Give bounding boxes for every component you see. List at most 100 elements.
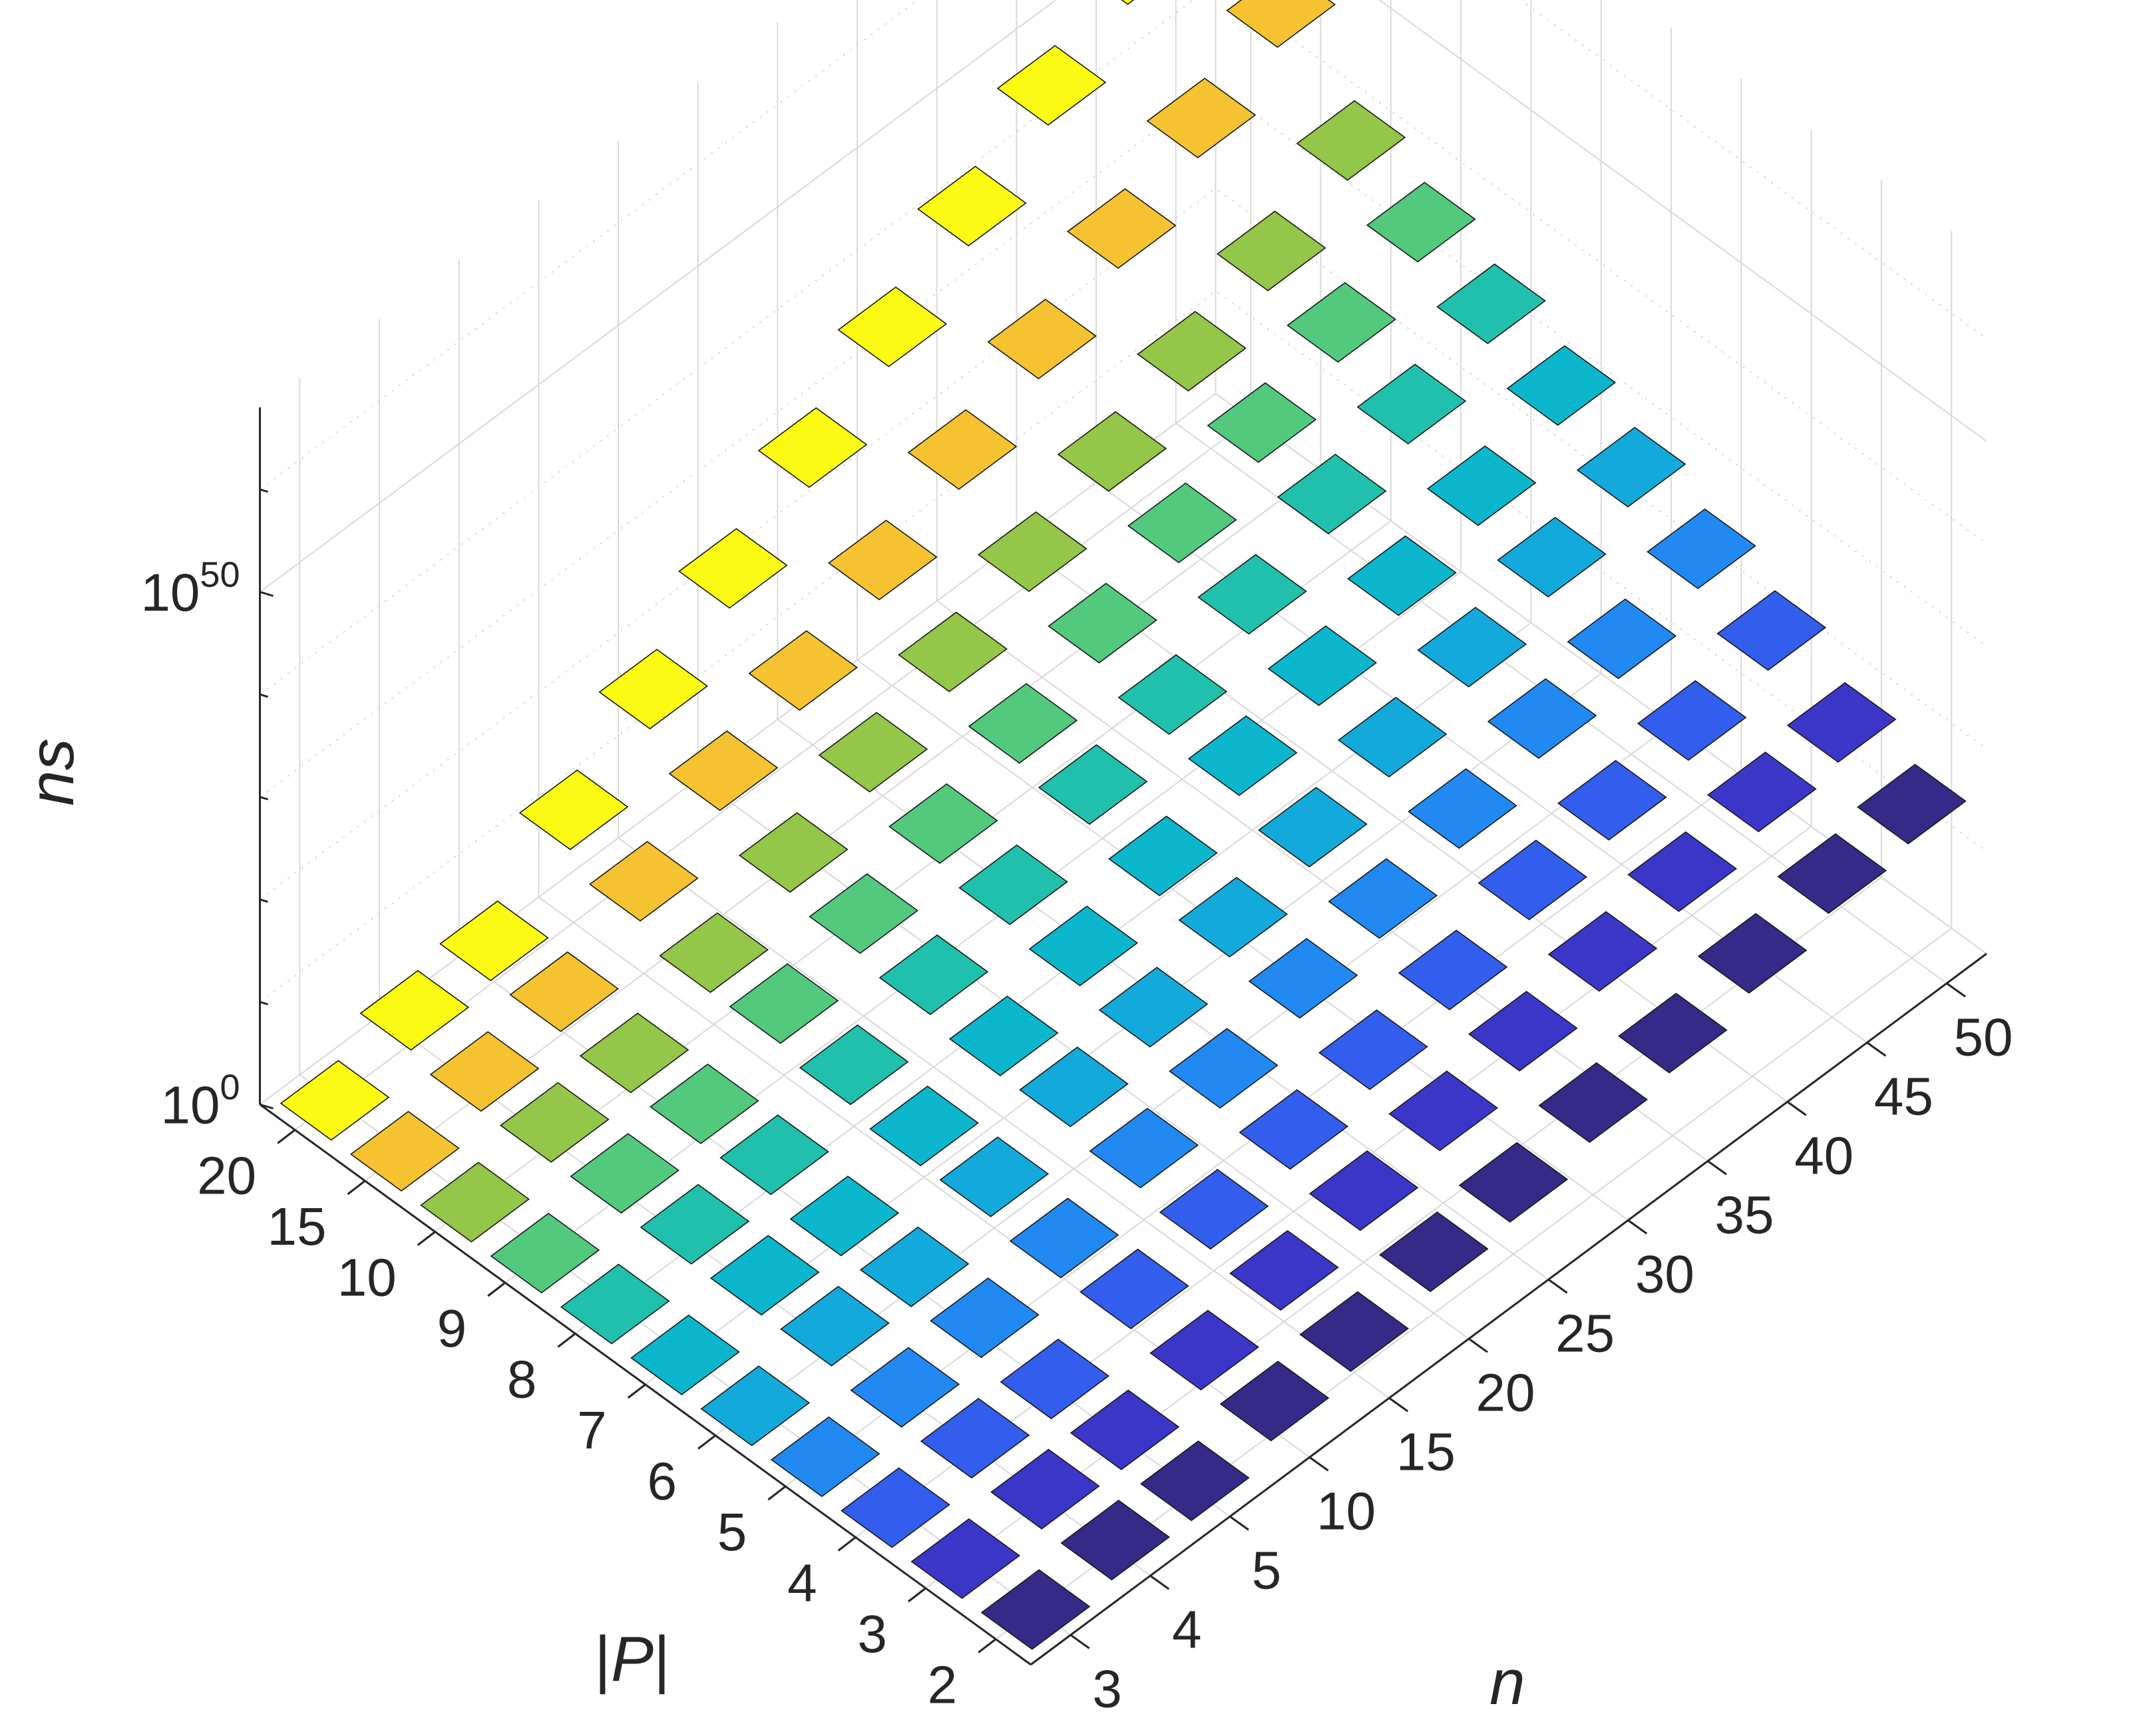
bar-top-n45-p8 bbox=[1356, 363, 1467, 445]
x-tick bbox=[1070, 1634, 1090, 1649]
bar-top-n5-p6 bbox=[859, 1226, 970, 1307]
x-tick bbox=[1468, 1338, 1488, 1353]
bar-top-n10-p2 bbox=[1219, 1361, 1330, 1442]
bar-top-n25-p5 bbox=[1248, 938, 1358, 1019]
bar-top-n30-p8 bbox=[1117, 654, 1228, 735]
bar-top-n3-p6 bbox=[700, 1365, 811, 1446]
bar-top-n4-p10 bbox=[499, 1082, 610, 1163]
z-tick bbox=[260, 488, 268, 493]
bar-top-n25-p10 bbox=[898, 611, 1008, 692]
bar-top-n10-p3 bbox=[1149, 1309, 1260, 1391]
x-tick bbox=[1149, 1575, 1170, 1590]
bar-top-n15-p15 bbox=[668, 730, 779, 811]
bar-top-n25-p15 bbox=[827, 519, 938, 600]
z-tick bbox=[260, 795, 268, 801]
bar-top-n4-p2 bbox=[1060, 1500, 1171, 1581]
y-tick bbox=[417, 1231, 436, 1246]
bar-top-n50-p2 bbox=[1857, 763, 1967, 845]
y-tick-label: 10 bbox=[337, 1248, 397, 1307]
x-tick bbox=[1946, 982, 1966, 998]
bar-top-n50-p4 bbox=[1716, 590, 1827, 671]
bar-top-n10-p15 bbox=[588, 841, 699, 922]
bar-top-n35-p2 bbox=[1618, 992, 1728, 1074]
bar-top-n3-p2 bbox=[980, 1569, 1091, 1650]
bar-top-n40-p20 bbox=[996, 45, 1107, 126]
x-tick-label: 4 bbox=[1172, 1600, 1202, 1659]
y-tick-label: 9 bbox=[437, 1299, 467, 1358]
bar-top-n50-p9 bbox=[1366, 182, 1476, 263]
y-tick-label: 8 bbox=[507, 1350, 537, 1409]
bar-top-n4-p7 bbox=[709, 1235, 820, 1316]
bar-top-n35-p6 bbox=[1337, 696, 1448, 777]
bar-top-n30-p9 bbox=[1048, 582, 1157, 664]
bar-top-n45-p9 bbox=[1286, 282, 1396, 363]
bar-top-n10-p5 bbox=[1009, 1197, 1119, 1279]
bar-top-n45-p3 bbox=[1707, 752, 1817, 833]
y-tick-label: 4 bbox=[787, 1554, 817, 1613]
y-tick bbox=[627, 1383, 646, 1399]
bar-top-n4-p20 bbox=[359, 970, 470, 1051]
y-tick-label: 2 bbox=[928, 1655, 958, 1715]
bar-top-n15-p8 bbox=[879, 934, 989, 1015]
x-tick-label: 5 bbox=[1252, 1540, 1282, 1600]
x-tick bbox=[1229, 1516, 1249, 1531]
bar-top-n5-p5 bbox=[930, 1277, 1040, 1359]
bar-top-n30-p6 bbox=[1258, 787, 1368, 868]
tiles-layer bbox=[280, 0, 1967, 1650]
z-tick bbox=[260, 898, 268, 903]
bar-top-n10-p10 bbox=[659, 912, 769, 993]
bar-top-n15-p2 bbox=[1299, 1291, 1410, 1372]
bar-top-n15-p10 bbox=[738, 812, 849, 893]
bar-top-n20-p3 bbox=[1308, 1150, 1419, 1231]
bar-top-n20-p7 bbox=[1028, 905, 1139, 986]
x-axis-line bbox=[1030, 953, 1987, 1665]
bar-top-n15-p7 bbox=[948, 995, 1059, 1076]
z-tick bbox=[260, 693, 268, 698]
bar-top-n20-p8 bbox=[958, 844, 1068, 925]
x-tick-label: 3 bbox=[1092, 1659, 1122, 1718]
bar-top-n10-p7 bbox=[869, 1085, 979, 1167]
bar-top-n25-p7 bbox=[1108, 815, 1218, 897]
x-tick-label: 25 bbox=[1555, 1303, 1615, 1363]
y-tick bbox=[347, 1180, 366, 1195]
bar-top-n45-p5 bbox=[1567, 598, 1677, 680]
bar-top-n30-p5 bbox=[1328, 858, 1438, 939]
y-tick bbox=[697, 1434, 716, 1450]
bar-top-n45-p2 bbox=[1777, 833, 1887, 914]
y-tick-label: 3 bbox=[857, 1604, 887, 1663]
x-tick bbox=[1308, 1456, 1329, 1472]
bar-top-n20-p6 bbox=[1098, 967, 1209, 1048]
bar-top-n3-p5 bbox=[770, 1416, 880, 1498]
bar-top-n5-p7 bbox=[789, 1176, 900, 1257]
x-tick bbox=[1547, 1279, 1568, 1294]
x-tick-label: 40 bbox=[1794, 1126, 1854, 1185]
x-axis-label: n bbox=[1489, 1647, 1525, 1718]
bar-top-n3-p7 bbox=[630, 1314, 740, 1396]
bar-top-n25-p4 bbox=[1318, 1009, 1428, 1090]
x-tick-label: 20 bbox=[1476, 1363, 1535, 1422]
bar-top-n35-p8 bbox=[1197, 554, 1307, 635]
bar-top-n25-p20 bbox=[757, 407, 868, 488]
x-tick-label: 50 bbox=[1954, 1007, 2013, 1066]
bar-top-n4-p8 bbox=[640, 1184, 750, 1265]
bar-top-n15-p4 bbox=[1159, 1169, 1269, 1250]
bar-top-n3-p20 bbox=[280, 1060, 390, 1141]
z-grid-line bbox=[259, 0, 1987, 491]
bar-top-n45-p15 bbox=[1146, 77, 1257, 158]
bar-top-n5-p3 bbox=[1070, 1389, 1180, 1470]
bar-top-n15-p9 bbox=[809, 873, 918, 955]
bar-top-n40-p5 bbox=[1487, 678, 1597, 760]
bar-top-n20-p20 bbox=[678, 528, 788, 609]
bar-top-n3-p3 bbox=[910, 1518, 1021, 1600]
bar-top-n3-p15 bbox=[349, 1110, 460, 1192]
y-tick bbox=[837, 1536, 857, 1552]
bar-top-n25-p9 bbox=[968, 683, 1078, 764]
bar-top-n10-p9 bbox=[729, 963, 839, 1044]
bar-top-n35-p20 bbox=[917, 166, 1027, 247]
x-tick-label: 45 bbox=[1874, 1066, 1933, 1126]
y-tick-label: 7 bbox=[577, 1401, 607, 1460]
bar-top-n10-p8 bbox=[799, 1024, 909, 1106]
z-grid-line bbox=[259, 290, 1987, 1003]
bar-top-n40-p4 bbox=[1557, 760, 1667, 841]
bar-top-n25-p3 bbox=[1388, 1070, 1499, 1152]
